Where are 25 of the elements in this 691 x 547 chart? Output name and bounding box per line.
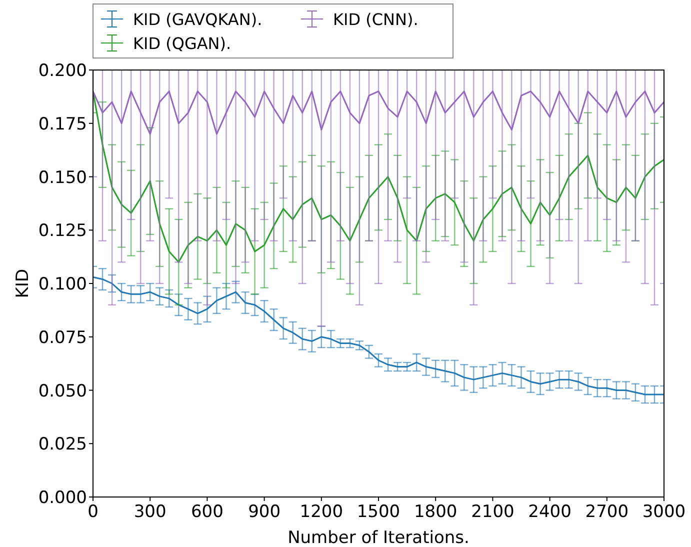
x-tick-label: 0 (88, 502, 98, 522)
x-tick-label: 900 (248, 502, 281, 522)
y-tick-label: 0.100 (38, 274, 87, 294)
x-axis-title: Number of Iterations. (288, 528, 470, 547)
y-tick-label: 0.175 (38, 114, 87, 134)
x-tick-label: 300 (134, 502, 166, 522)
x-tick-label: 3000 (642, 502, 686, 522)
y-tick-label: 0.000 (38, 488, 87, 508)
x-tick-label: 2700 (585, 502, 629, 522)
legend-label: KID (CNN). (333, 10, 418, 29)
y-axis-title: KID (13, 268, 33, 298)
y-tick-label: 0.200 (38, 61, 87, 81)
x-tick-label: 1200 (300, 502, 344, 522)
x-tick-label: 2100 (471, 502, 514, 522)
y-tick-label: 0.025 (38, 434, 87, 455)
y-tick-label: 0.050 (38, 381, 87, 402)
y-tick-label: 0.150 (38, 168, 87, 188)
x-tick-label: 1800 (414, 502, 458, 522)
y-tick-label: 0.075 (38, 328, 87, 348)
legend-label: KID (GAVQKAN). (133, 10, 262, 29)
x-tick-label: 1500 (356, 502, 400, 522)
legend-label: KID (QGAN). (133, 34, 232, 53)
x-tick-label: 600 (190, 502, 224, 522)
x-tick-label: 2400 (528, 502, 572, 522)
y-tick-label: 0.125 (38, 221, 87, 242)
